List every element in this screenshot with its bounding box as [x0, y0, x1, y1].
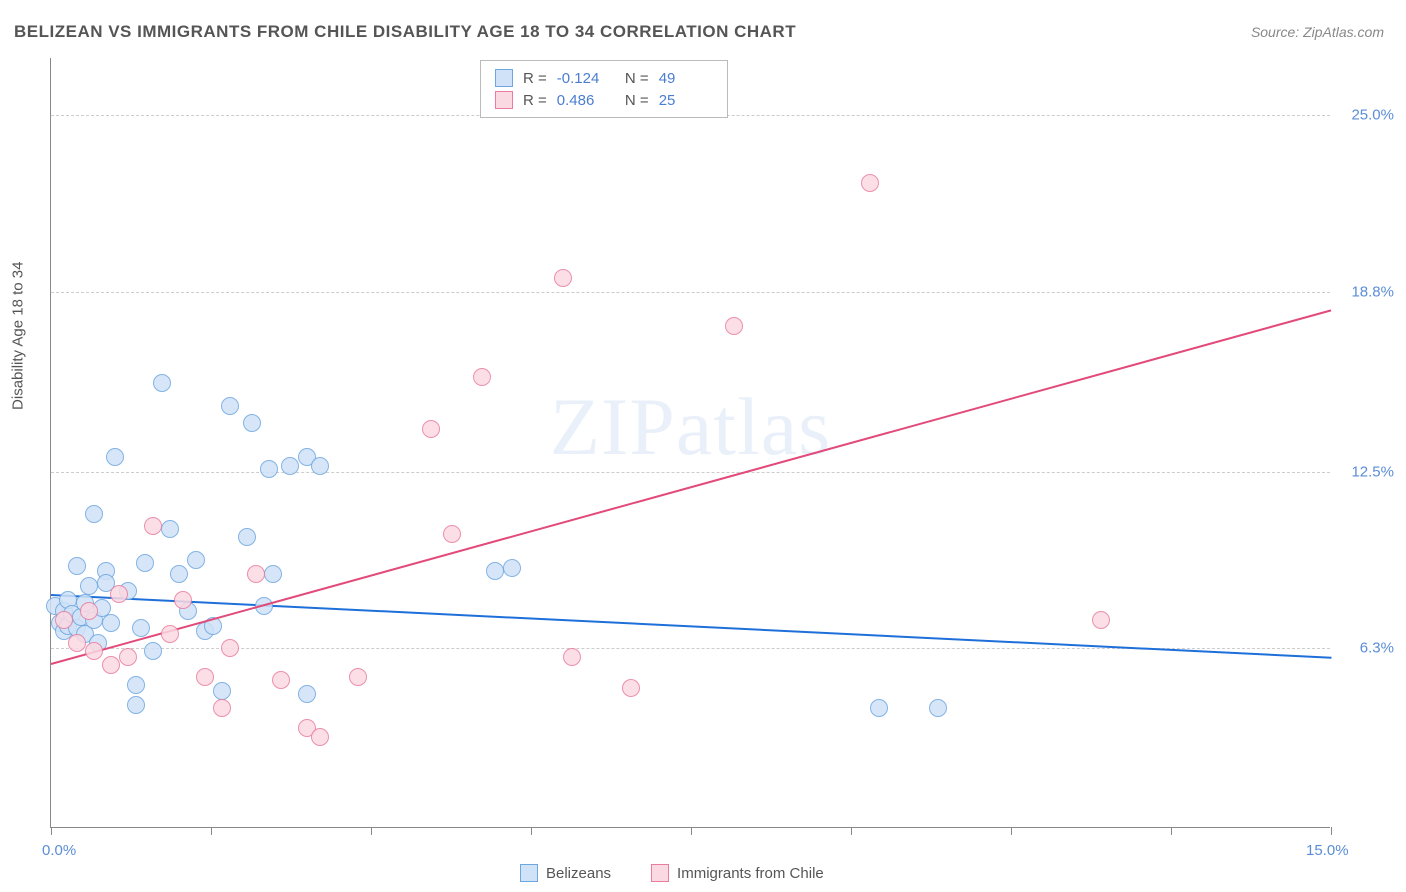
y-tick-label: 12.5% — [1351, 463, 1394, 480]
data-point — [349, 668, 367, 686]
data-point — [473, 368, 491, 386]
source-attribution: Source: ZipAtlas.com — [1251, 24, 1384, 40]
data-point — [554, 269, 572, 287]
data-point — [443, 525, 461, 543]
data-point — [187, 551, 205, 569]
data-point — [144, 517, 162, 535]
legend-swatch — [651, 864, 669, 882]
gridline — [51, 472, 1330, 473]
data-point — [247, 565, 265, 583]
data-point — [85, 505, 103, 523]
legend-r-label: R = — [523, 70, 547, 87]
data-point — [486, 562, 504, 580]
data-point — [725, 317, 743, 335]
data-point — [153, 374, 171, 392]
data-point — [55, 611, 73, 629]
x-tick — [1171, 827, 1172, 835]
data-point — [132, 619, 150, 637]
data-point — [127, 696, 145, 714]
legend-item: Belizeans — [520, 864, 611, 882]
data-point — [102, 656, 120, 674]
data-point — [221, 397, 239, 415]
data-point — [311, 728, 329, 746]
legend-r-label: R = — [523, 92, 547, 109]
y-axis-title: Disability Age 18 to 34 — [10, 262, 27, 410]
data-point — [563, 648, 581, 666]
legend-swatch — [495, 69, 513, 87]
data-point — [272, 671, 290, 689]
gridline — [51, 292, 1330, 293]
data-point — [110, 585, 128, 603]
data-point — [80, 602, 98, 620]
data-point — [622, 679, 640, 697]
data-point — [102, 614, 120, 632]
data-point — [161, 520, 179, 538]
data-point — [243, 414, 261, 432]
data-point — [170, 565, 188, 583]
data-point — [85, 642, 103, 660]
legend-swatch — [520, 864, 538, 882]
data-point — [161, 625, 179, 643]
x-tick — [371, 827, 372, 835]
legend-n-value: 25 — [659, 92, 713, 109]
data-point — [870, 699, 888, 717]
y-tick-label: 6.3% — [1360, 640, 1394, 657]
trendline — [51, 309, 1332, 665]
legend-r-value: -0.124 — [557, 70, 611, 87]
series-legend: Belizeans Immigrants from Chile — [520, 864, 824, 882]
data-point — [80, 577, 98, 595]
plot-area: ZIPatlas — [50, 58, 1330, 828]
data-point — [503, 559, 521, 577]
y-tick-label: 25.0% — [1351, 107, 1394, 124]
x-tick — [851, 827, 852, 835]
legend-r-value: 0.486 — [557, 92, 611, 109]
data-point — [422, 420, 440, 438]
data-point — [196, 668, 214, 686]
data-point — [213, 699, 231, 717]
data-point — [221, 639, 239, 657]
correlation-legend: R = -0.124 N = 49R = 0.486 N = 25 — [480, 60, 728, 118]
data-point — [106, 448, 124, 466]
data-point — [136, 554, 154, 572]
data-point — [213, 682, 231, 700]
data-point — [861, 174, 879, 192]
data-point — [1092, 611, 1110, 629]
x-tick — [1011, 827, 1012, 835]
data-point — [68, 634, 86, 652]
x-max-label: 15.0% — [1306, 842, 1349, 859]
data-point — [144, 642, 162, 660]
x-tick — [531, 827, 532, 835]
data-point — [298, 685, 316, 703]
data-point — [68, 557, 86, 575]
data-point — [127, 676, 145, 694]
data-point — [264, 565, 282, 583]
legend-row: R = -0.124 N = 49 — [495, 67, 713, 89]
y-tick-label: 18.8% — [1351, 283, 1394, 300]
x-min-label: 0.0% — [42, 842, 76, 859]
chart-title: BELIZEAN VS IMMIGRANTS FROM CHILE DISABI… — [14, 22, 796, 42]
x-tick — [691, 827, 692, 835]
data-point — [311, 457, 329, 475]
data-point — [238, 528, 256, 546]
legend-swatch — [495, 91, 513, 109]
legend-n-value: 49 — [659, 70, 713, 87]
legend-series-label: Immigrants from Chile — [677, 865, 824, 882]
data-point — [929, 699, 947, 717]
data-point — [119, 648, 137, 666]
legend-n-label: N = — [621, 92, 649, 109]
legend-n-label: N = — [621, 70, 649, 87]
data-point — [281, 457, 299, 475]
x-tick — [1331, 827, 1332, 835]
chart-container: BELIZEAN VS IMMIGRANTS FROM CHILE DISABI… — [0, 0, 1406, 892]
x-tick — [211, 827, 212, 835]
legend-series-label: Belizeans — [546, 865, 611, 882]
x-tick — [51, 827, 52, 835]
data-point — [174, 591, 192, 609]
data-point — [260, 460, 278, 478]
legend-item: Immigrants from Chile — [651, 864, 824, 882]
legend-row: R = 0.486 N = 25 — [495, 89, 713, 111]
